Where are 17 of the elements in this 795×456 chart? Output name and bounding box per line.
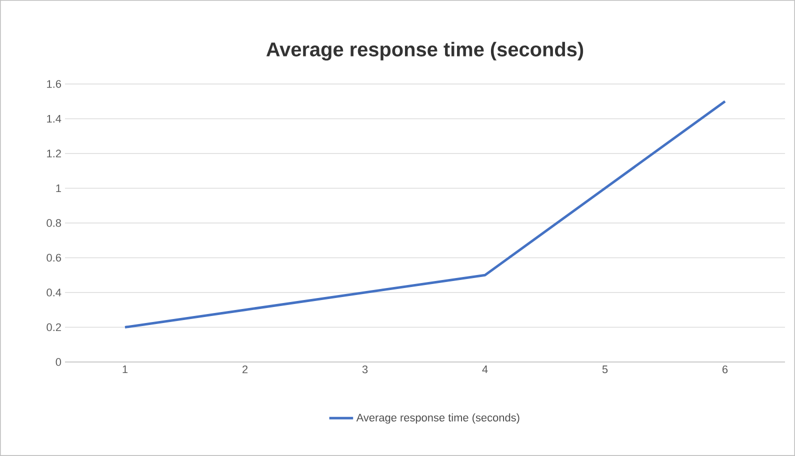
x-tick-label: 5 (602, 366, 608, 374)
y-tick-label: 1.4 (47, 114, 62, 123)
y-tick-label: 0.6 (46, 254, 62, 262)
x-tick-label: 2 (242, 366, 248, 374)
x-tick-label: 6 (722, 366, 728, 374)
y-tick-label: 0.8 (46, 219, 62, 227)
y-tick-label: 1.2 (47, 150, 61, 158)
y-tick-label: 1 (56, 184, 61, 192)
x-tick-label: 3 (362, 366, 368, 374)
x-tick-label: 4 (482, 366, 488, 374)
y-tick-label: 1.6 (47, 80, 62, 88)
x-tick-label: 1 (122, 366, 128, 374)
y-tick-label: 0 (56, 358, 62, 366)
y-tick-label: 0.4 (46, 288, 62, 296)
chart-title: Average response time (seconds) (266, 42, 584, 60)
y-tick-label: 0.2 (46, 323, 61, 332)
legend-label: Average response time (seconds) (356, 413, 520, 424)
